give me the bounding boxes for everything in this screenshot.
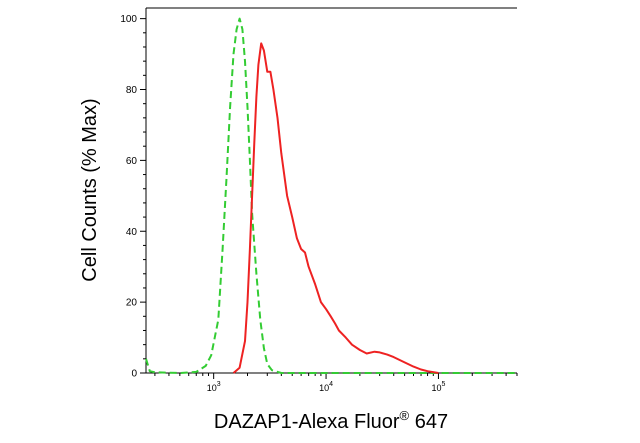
y-tick-label: 80 [126,85,138,96]
x-tick-label-base: 10 [319,383,329,393]
x-axis-label-main: DAZAP1-Alexa Fluor [214,411,400,433]
x-tick-label-exponent: 4 [329,381,333,388]
y-tick-label: 20 [126,298,138,309]
x-tick-label: 105 [431,381,445,393]
x-tick-label: 103 [207,381,221,393]
solid-red-histogram-line [232,42,439,374]
x-axis-label-superscript: ® [400,408,410,423]
x-tick-label-exponent: 3 [217,381,221,388]
x-tick-label: 104 [319,381,333,393]
y-tick-label: 60 [126,156,138,167]
x-tick-label-base: 10 [207,383,217,393]
series-layer [145,17,517,374]
x-axis-label: DAZAP1-Alexa Fluor® 647 [214,408,448,433]
dashed-green-histogram-line [145,17,517,374]
x-axis-label-suffix: 647 [409,411,448,433]
x-axis: 103 104 105 [154,373,518,393]
x-tick-label-base: 10 [431,383,441,393]
y-axis: 0 20 40 60 80 100 [120,14,146,380]
y-axis-label: Cell Counts (% Max) [79,98,101,281]
x-tick-label-exponent: 5 [441,381,445,388]
y-tick-label: 0 [131,369,137,380]
y-tick-label: 40 [126,227,138,238]
y-tick-label: 100 [120,14,137,25]
